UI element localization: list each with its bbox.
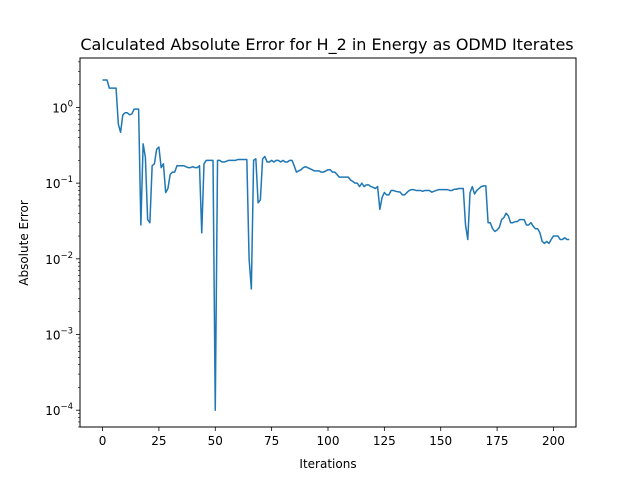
y-tick-label: 10−2	[45, 251, 73, 267]
y-tick-label: 10−3	[45, 327, 73, 343]
chart-title: Calculated Absolute Error for H_2 in Ene…	[80, 35, 573, 55]
x-axis-ticks: 0 25 50 75 100 125 150 175 200	[99, 427, 565, 448]
data-layer	[102, 79, 570, 411]
y-axis-ticks: 10−4 10−3 10−2 10−1 100	[45, 61, 80, 428]
x-axis-label: Iterations	[299, 457, 356, 471]
y-tick-label: 10−4	[45, 402, 73, 418]
x-tick-label: 0	[99, 434, 107, 448]
x-tick-label: 75	[264, 434, 279, 448]
y-tick-label: 100	[52, 99, 73, 115]
x-tick-label: 175	[486, 434, 509, 448]
y-tick-label: 10−1	[45, 175, 73, 191]
x-tick-label: 25	[151, 434, 166, 448]
series-line	[102, 79, 570, 411]
x-tick-label: 50	[208, 434, 223, 448]
x-tick-label: 100	[317, 434, 340, 448]
x-tick-label: 125	[373, 434, 396, 448]
y-axis-label: Absolute Error	[17, 200, 31, 286]
x-tick-label: 200	[542, 434, 565, 448]
plot-area: 0 25 50 75 100 125 150 175 200 10−410−310−210−11…	[45, 57, 577, 448]
x-tick-label: 150	[429, 434, 452, 448]
